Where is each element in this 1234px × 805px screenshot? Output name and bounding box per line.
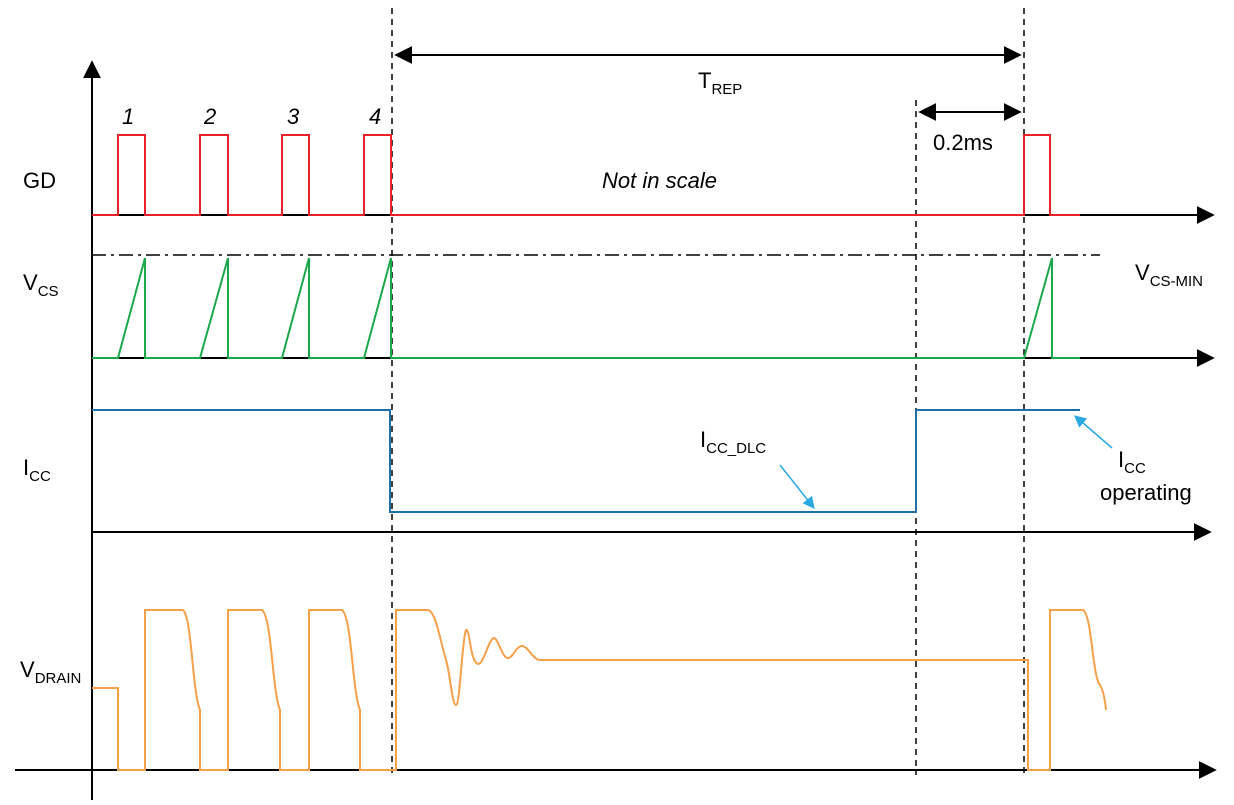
gd-waveform (92, 134, 1080, 216)
icc-operating-callout-arrow (1074, 415, 1113, 449)
gd-label: GD (23, 168, 56, 193)
icc-label: ICC (23, 455, 51, 485)
vcs-min-label: VCS-MIN (1135, 260, 1203, 290)
not-in-scale-label: Not in scale (602, 168, 717, 193)
vdrain-waveform (92, 609, 1107, 771)
delay-label: 0.2ms (933, 130, 993, 155)
icc-waveform (92, 409, 1080, 513)
icc-operating-label-line2: operating (1100, 480, 1192, 505)
icc-operating-label: ICC (1118, 447, 1146, 477)
pulse-number-1: 1 (122, 104, 134, 129)
vcs-waveform (92, 257, 1080, 359)
icc-dlc-callout-arrow (779, 464, 815, 509)
pulse-number-4: 4 (369, 104, 381, 129)
trep-label: TREP (698, 68, 742, 98)
pulse-number-2: 2 (203, 104, 216, 129)
vcs-label: VCS (23, 270, 59, 300)
pulse-number-3: 3 (287, 104, 300, 129)
vdrain-label: VDRAIN (20, 657, 81, 687)
labels: GD VCS ICC VDRAIN 1 2 3 4 TREP 0.2ms Not… (20, 68, 1203, 687)
waveforms (92, 134, 1107, 771)
icc-dlc-label: ICC_DLC (700, 427, 766, 457)
time-markers (391, 8, 1025, 775)
